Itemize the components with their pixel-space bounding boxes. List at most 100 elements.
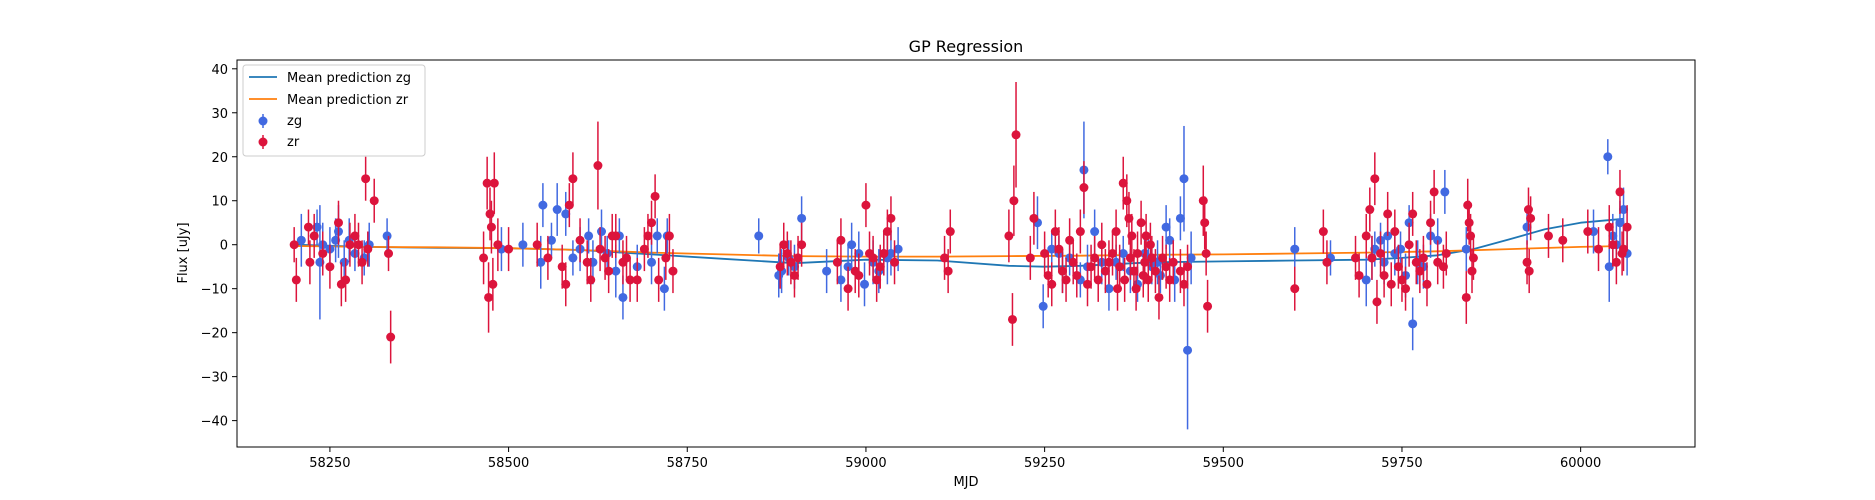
zr-marker: [793, 253, 803, 263]
zr-marker: [945, 227, 955, 237]
zr-marker: [1426, 218, 1436, 228]
zr-point: [485, 187, 495, 241]
zr-point: [632, 257, 642, 302]
zr-marker: [1097, 240, 1107, 250]
zg-marker: [1615, 218, 1625, 228]
zr-point: [1086, 244, 1096, 289]
zr-point: [1154, 275, 1164, 320]
zg-marker: [1118, 249, 1128, 258]
y-tick-label: 20: [211, 151, 228, 166]
zr-point: [593, 121, 603, 210]
zr-marker: [1009, 196, 1019, 206]
zg-marker: [1038, 301, 1048, 311]
zr-marker: [1104, 257, 1114, 267]
zr-marker: [1594, 244, 1604, 254]
zg-marker: [1461, 244, 1471, 254]
zr-point: [575, 218, 585, 263]
zg-marker: [568, 253, 578, 263]
zr-point: [668, 249, 678, 294]
zr-marker: [1120, 275, 1130, 285]
zr-point: [1143, 257, 1153, 302]
zr-marker: [1558, 235, 1568, 245]
zr-point: [1615, 169, 1625, 214]
zr-point: [650, 174, 660, 219]
zr-point: [1083, 262, 1092, 307]
zr-point: [488, 257, 498, 311]
zg-marker: [836, 275, 846, 285]
zr-marker: [1079, 183, 1089, 193]
zr-point: [1075, 209, 1085, 254]
zr-point: [1290, 266, 1300, 311]
zr-point: [1619, 227, 1629, 272]
zr-marker: [350, 231, 360, 241]
zr-point: [1079, 161, 1089, 214]
zg-marker: [296, 235, 306, 245]
zr-marker: [1543, 231, 1553, 241]
zr-marker: [384, 249, 394, 258]
x-tick-label: 59750: [1381, 456, 1422, 471]
zr-marker: [333, 218, 343, 228]
zr-point: [369, 178, 379, 223]
legend-label-mean-zr: Mean prediction zr: [287, 93, 409, 108]
zr-marker: [1011, 130, 1021, 140]
zr-point: [879, 231, 889, 276]
zr-point: [1608, 222, 1618, 267]
zr-point: [1383, 191, 1393, 236]
zr-marker: [1522, 257, 1532, 267]
zg-point: [652, 218, 662, 254]
zr-marker: [886, 213, 896, 223]
plot-frame: [236, 59, 1696, 448]
zg-marker: [1604, 262, 1614, 272]
zg-marker: [1522, 222, 1532, 232]
zr-marker: [493, 240, 503, 250]
zr-marker: [836, 235, 846, 245]
zg-point: [1361, 253, 1371, 307]
zr-marker: [1043, 270, 1053, 280]
zg-marker: [754, 231, 764, 241]
legend: Mean prediction zg Mean prediction zr zg…: [242, 64, 426, 157]
zr-marker: [479, 253, 489, 263]
zr-marker: [1125, 253, 1135, 263]
zg-point: [568, 240, 578, 276]
zg-point: [1440, 169, 1450, 214]
zr-marker: [668, 266, 678, 276]
zr-marker: [832, 257, 842, 267]
x-axis-label: MJD: [953, 475, 978, 490]
zr-marker: [1372, 297, 1382, 307]
zr-marker: [1057, 266, 1067, 276]
zg-marker: [1603, 152, 1613, 162]
zr-point: [1379, 253, 1389, 298]
zr-marker: [879, 249, 889, 258]
zr-marker: [625, 275, 635, 285]
zr-marker: [586, 275, 596, 285]
zr-marker: [622, 253, 632, 263]
zr-marker: [600, 253, 610, 263]
zr-marker: [1379, 270, 1389, 280]
zr-marker: [1415, 266, 1425, 276]
zr-marker: [1113, 284, 1123, 294]
zr-point: [1179, 262, 1189, 307]
zg-marker: [1161, 222, 1171, 232]
zr-marker: [1111, 227, 1121, 237]
zg-marker: [546, 235, 556, 245]
zr-point: [532, 222, 542, 267]
zr-marker: [875, 262, 885, 272]
zr-marker: [1422, 279, 1432, 289]
zr-point: [1183, 244, 1193, 289]
zg-point: [1396, 231, 1406, 267]
zr-marker: [797, 240, 807, 250]
zr-point: [557, 244, 567, 289]
zr-marker: [1526, 213, 1536, 223]
zr-point: [333, 200, 343, 245]
zr-marker: [1133, 249, 1143, 258]
zg-point: [1179, 125, 1189, 232]
zg-point: [659, 266, 669, 311]
zg-marker: [886, 249, 896, 258]
zg-marker: [1186, 253, 1196, 263]
zr-point: [1131, 266, 1141, 311]
zr-marker: [872, 275, 882, 285]
zg-marker: [1619, 205, 1629, 215]
zr-marker: [1418, 253, 1428, 263]
zr-marker: [1622, 222, 1632, 232]
zr-marker: [484, 292, 494, 302]
